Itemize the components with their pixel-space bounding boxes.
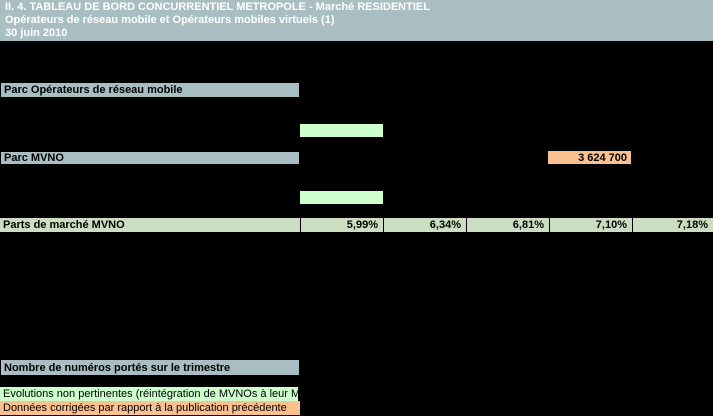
parts-value-cell-1[interactable]: 5,99% <box>300 218 383 232</box>
parts-value-3: 6,81% <box>512 219 544 231</box>
legend-orange-note-text: Données corrigées par rapport à la publi… <box>3 402 287 414</box>
parts-value-1: 5,99% <box>346 219 378 231</box>
green-highlight-cell-2[interactable] <box>300 191 383 204</box>
dashboard-header: II. 4. TABLEAU DE BORD CONCURRENTIEL MET… <box>0 0 713 41</box>
parts-value-cell-3[interactable]: 6,81% <box>466 218 549 232</box>
parts-row-label[interactable]: Parts de marché MVNO <box>0 218 300 232</box>
parts-value-5: 7,18% <box>676 219 708 231</box>
parc-mvno-value: 3 624 700 <box>578 151 627 164</box>
legend-green-note[interactable]: Evolutions non pertinentes (réintégratio… <box>0 387 298 401</box>
parts-value-4: 7,10% <box>595 219 627 231</box>
legend-green-note-text: Evolutions non pertinentes (réintégratio… <box>3 388 298 400</box>
row-label-text: Nombre de numéros portés sur le trimestr… <box>4 361 231 374</box>
row-label-parc-mvno[interactable]: Parc MVNO <box>0 151 300 165</box>
dashboard-subtitle: Opérateurs de réseau mobile et Opérateur… <box>5 14 335 26</box>
dashboard-date: 30 juin 2010 <box>5 27 68 39</box>
row-label-text: Parc Opérateurs de réseau mobile <box>4 84 183 96</box>
row-label-numeros-portes[interactable]: Nombre de numéros portés sur le trimestr… <box>0 359 300 376</box>
parts-value-cell-5[interactable]: 7,18% <box>632 218 713 232</box>
parts-de-marche-mvno-row: Parts de marché MVNO 5,99% 6,34% 6,81% 7… <box>0 217 713 233</box>
row-label-parc-operateurs-reseau-mobile[interactable]: Parc Opérateurs de réseau mobile <box>0 82 300 98</box>
parts-row-label-text: Parts de marché MVNO <box>3 219 125 231</box>
dashboard-title: II. 4. TABLEAU DE BORD CONCURRENTIEL MET… <box>5 1 430 13</box>
parc-mvno-value-cell[interactable]: 3 624 700 <box>548 151 631 164</box>
legend-orange-note[interactable]: Données corrigées par rapport à la publi… <box>0 401 300 415</box>
parts-value-cell-2[interactable]: 6,34% <box>383 218 466 232</box>
row-label-text: Parc MVNO <box>4 152 64 164</box>
green-highlight-cell-1[interactable] <box>300 124 383 137</box>
parts-value-2: 6,34% <box>429 219 461 231</box>
parts-value-cell-4[interactable]: 7,10% <box>549 218 632 232</box>
